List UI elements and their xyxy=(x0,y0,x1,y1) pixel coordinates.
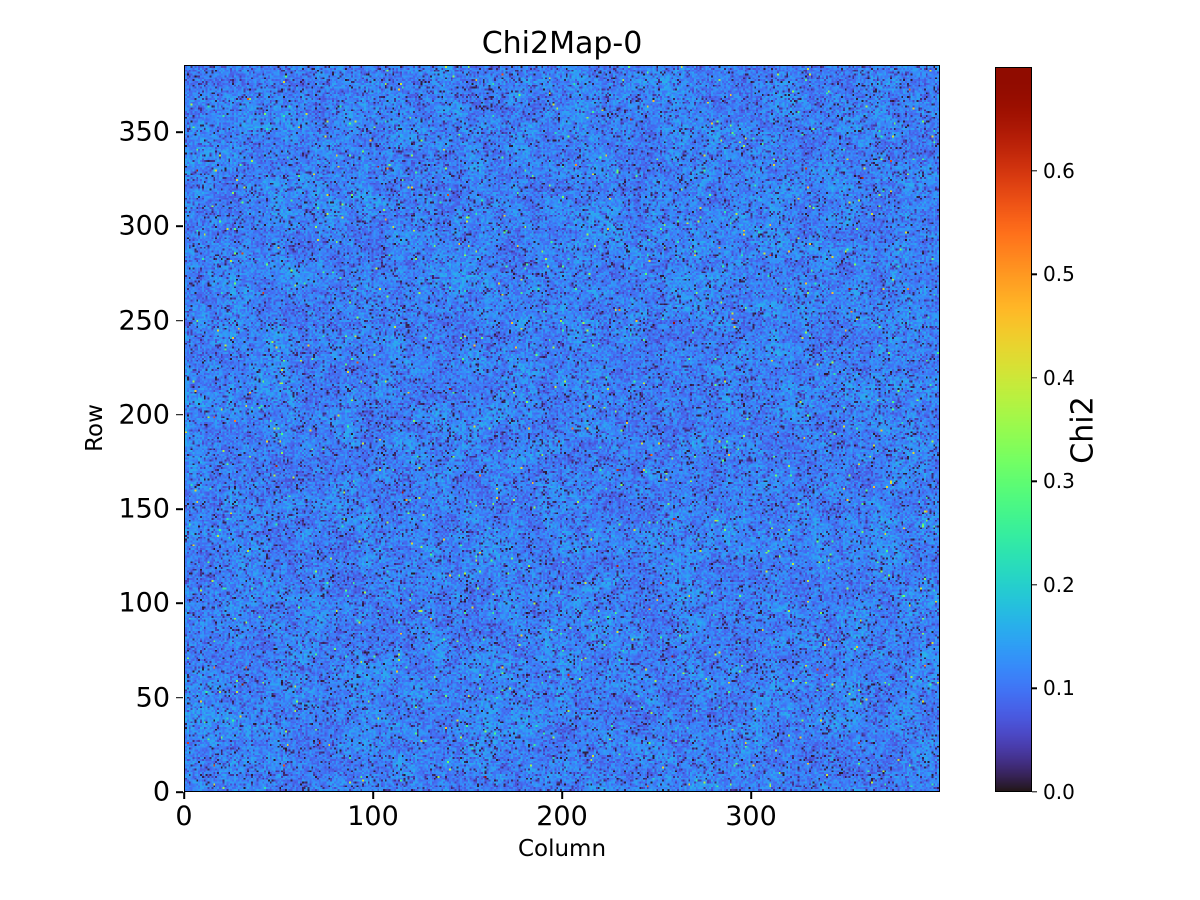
colorbar-tick-mark xyxy=(1032,791,1037,793)
colorbar-tick-label: 0.6 xyxy=(1043,158,1075,183)
colorbar-gradient-canvas xyxy=(996,68,1031,791)
colorbar-tick-mark xyxy=(1032,169,1037,172)
x-tick-mark xyxy=(561,792,563,799)
y-tick-mark xyxy=(176,131,183,133)
colorbar-tick-label: 0.2 xyxy=(1043,572,1075,597)
x-axis-label: Column xyxy=(517,836,607,862)
colorbar-label: Chi2 xyxy=(1065,396,1101,464)
x-tick-mark xyxy=(372,792,374,799)
y-axis-label: Row xyxy=(82,404,108,452)
colorbar-tick-label: 0.1 xyxy=(1043,676,1075,701)
colorbar-tick-label: 0.5 xyxy=(1043,262,1075,287)
y-tick-mark xyxy=(176,319,183,322)
x-tick-mark xyxy=(183,792,185,799)
colorbar-tick-mark xyxy=(1032,377,1037,379)
colorbar-tick-label: 0.4 xyxy=(1043,365,1075,390)
y-tick-label: 50 xyxy=(135,682,170,714)
y-tick-mark xyxy=(176,791,183,793)
y-tick-label: 100 xyxy=(118,587,170,619)
colorbar-tick-mark xyxy=(1032,687,1037,690)
y-tick-mark xyxy=(176,696,183,699)
heatmap-canvas xyxy=(185,66,939,791)
plot-area xyxy=(184,65,940,792)
y-tick-mark xyxy=(176,602,183,605)
x-tick-label: 300 xyxy=(725,801,777,832)
x-tick-label: 100 xyxy=(347,801,399,832)
colorbar-tick-mark xyxy=(1032,584,1037,586)
y-tick-mark xyxy=(176,414,183,416)
colorbar xyxy=(995,67,1032,792)
colorbar-tick-mark xyxy=(1032,273,1037,275)
x-tick-label: 200 xyxy=(536,801,588,832)
y-tick-mark xyxy=(176,225,183,228)
chart-title: Chi2Map-0 xyxy=(481,26,643,61)
colorbar-tick-label: 0.0 xyxy=(1043,780,1075,804)
x-tick-label: 0 xyxy=(175,801,193,832)
x-tick-mark xyxy=(750,792,752,799)
y-tick-label: 250 xyxy=(118,305,170,337)
colorbar-tick-mark xyxy=(1032,480,1037,482)
y-tick-mark xyxy=(176,508,183,510)
y-tick-label: 350 xyxy=(118,116,170,148)
y-tick-label: 150 xyxy=(118,493,170,525)
y-tick-label: 300 xyxy=(118,210,170,242)
colorbar-tick-label: 0.3 xyxy=(1043,469,1075,494)
y-tick-label: 0 xyxy=(152,776,170,808)
y-tick-label: 200 xyxy=(118,399,170,431)
